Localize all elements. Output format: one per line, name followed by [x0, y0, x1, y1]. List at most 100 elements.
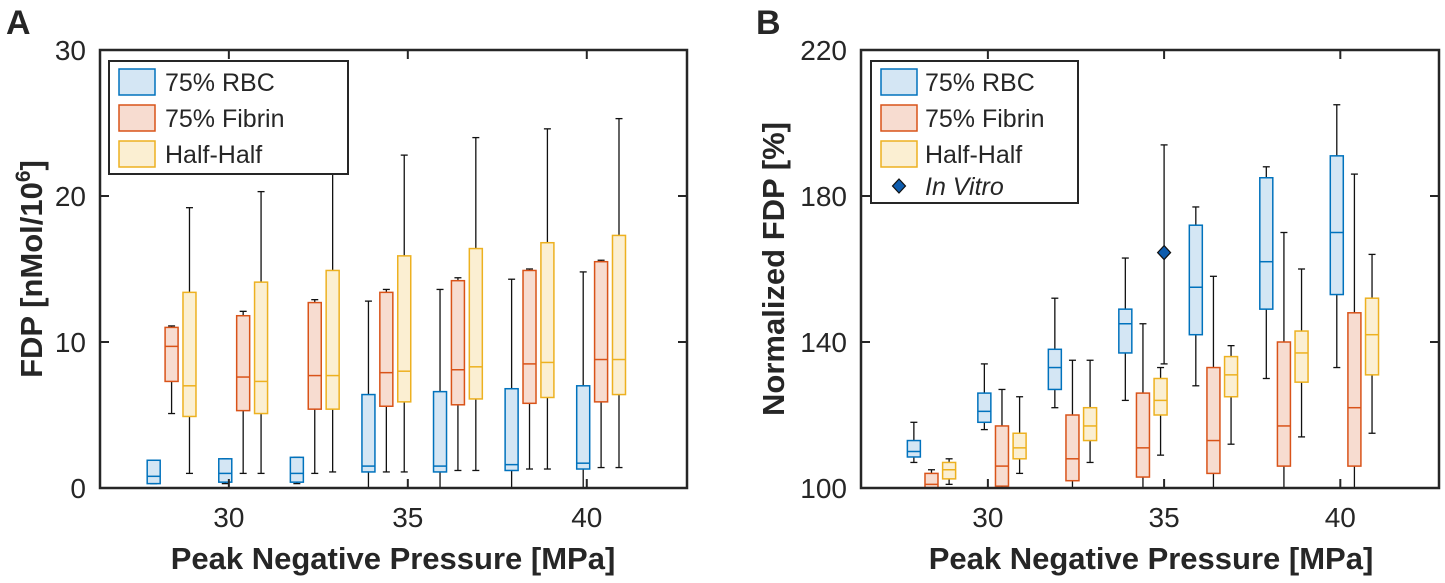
box-75-fibrin-5 — [1276, 231, 1292, 489]
box-iqr — [396, 255, 412, 403]
box-75-fibrin-4 — [450, 277, 466, 472]
box-iqr — [468, 247, 484, 400]
box-half-half-4 — [1223, 344, 1239, 445]
box-75-fibrin-4 — [1206, 275, 1221, 489]
box-75-fibrin-1 — [235, 310, 251, 475]
panel-a-label: A — [6, 4, 31, 42]
box-75-fibrin-0 — [924, 469, 939, 489]
panel-a-ylabel: FDP [nMol/106] — [12, 160, 49, 378]
box-75-rbc-0 — [146, 459, 161, 485]
box-iqr — [522, 269, 537, 405]
box-iqr — [235, 314, 251, 412]
legend-diamond-marker — [891, 178, 907, 194]
box-iqr — [1347, 312, 1362, 467]
box-iqr — [218, 458, 233, 483]
legend-label-rbc: 75% RBC — [925, 69, 1035, 97]
legend-swatch-halfhalf — [118, 140, 156, 168]
y-tick-label: 220 — [800, 35, 847, 66]
x-tick-label: 35 — [1149, 502, 1180, 533]
box-half-half-2 — [325, 171, 340, 473]
legend-swatch-fibrin — [118, 104, 156, 132]
box-half-half-5 — [1294, 268, 1309, 438]
panel-b-ticks: 100 140 180 220 30 35 40 — [800, 35, 1439, 533]
box-75-rbc-2 — [289, 456, 305, 485]
box-iqr — [906, 439, 922, 458]
box-75-fibrin-1 — [994, 388, 1010, 489]
in-vitro-point — [1156, 144, 1172, 365]
y-tick-label: 10 — [55, 327, 86, 358]
box-iqr — [182, 291, 197, 418]
box-75-fibrin-0 — [164, 325, 179, 415]
box-75-rbc-0 — [906, 421, 922, 464]
box-iqr — [1047, 348, 1063, 391]
panel-a-legend: 75% RBC 75% Fibrin Half-Half — [108, 60, 349, 175]
box-half-half-3 — [396, 154, 412, 473]
box-iqr — [611, 234, 627, 396]
box-75-rbc-3 — [361, 300, 376, 489]
box-iqr — [1276, 341, 1292, 467]
box-iqr — [575, 385, 591, 470]
box-75-rbc-6 — [575, 271, 591, 489]
box-iqr — [1259, 177, 1274, 310]
box-iqr — [325, 269, 340, 410]
box-iqr — [540, 241, 555, 399]
box-75-rbc-1 — [977, 363, 992, 431]
legend-swatch-halfhalf — [880, 140, 918, 168]
panel-a-ticks: 0 10 20 30 30 35 40 — [55, 35, 687, 533]
box-half-half-6 — [1364, 253, 1380, 434]
panel-a: A 0 10 20 30 30 35 40 Peak Negative Pressure [… — [6, 4, 689, 576]
panel-b-boxes — [906, 104, 1380, 489]
box-half-half-3 — [1153, 366, 1168, 456]
y-tick-label: 0 — [70, 473, 86, 504]
box-iqr — [1065, 414, 1080, 482]
box-75-fibrin-3 — [379, 288, 394, 473]
box-half-half-5 — [540, 128, 555, 470]
panel-b: B 100 140 180 220 30 35 40 Peak Negative Press… — [756, 4, 1441, 576]
box-iqr — [1188, 224, 1204, 336]
box-75-fibrin-3 — [1135, 323, 1151, 489]
box-iqr — [361, 393, 376, 473]
box-75-rbc-3 — [1118, 257, 1133, 402]
panel-b-ylabel: Normalized FDP [%] — [756, 122, 791, 416]
x-tick-label: 40 — [571, 502, 602, 533]
box-half-half-1 — [1012, 396, 1027, 475]
legend-label-fibrin: 75% Fibrin — [925, 105, 1045, 133]
x-tick-label: 40 — [1325, 502, 1356, 533]
box-iqr — [1153, 377, 1168, 416]
legend-label-halfhalf: Half-Half — [165, 141, 262, 169]
box-75-rbc-4 — [432, 288, 448, 489]
box-half-half-0 — [941, 458, 957, 486]
box-75-rbc-5 — [504, 278, 519, 489]
panel-b-axes-box — [859, 48, 1441, 490]
box-75-rbc-5 — [1259, 166, 1274, 380]
box-iqr — [1364, 297, 1380, 376]
box-iqr — [146, 459, 161, 485]
panel-a-boxes — [146, 117, 627, 489]
y-tick-label: 100 — [800, 473, 847, 504]
box-75-fibrin-6 — [593, 259, 609, 469]
box-iqr — [977, 392, 992, 424]
legend-swatch-fibrin — [880, 104, 918, 132]
box-iqr — [450, 279, 466, 406]
legend-label-halfhalf: Half-Half — [925, 141, 1022, 169]
box-iqr — [253, 281, 269, 415]
box-iqr — [289, 456, 305, 483]
x-tick-label: 30 — [213, 502, 244, 533]
box-iqr — [1118, 308, 1133, 354]
y-tick-label: 180 — [800, 181, 847, 212]
box-iqr — [1012, 432, 1027, 460]
box-75-fibrin-2 — [307, 299, 323, 475]
ylabel-main: FDP [nMol/10 — [14, 182, 49, 378]
box-75-fibrin-5 — [522, 268, 537, 470]
box-half-half-2 — [1082, 359, 1098, 464]
y-tick-label: 140 — [800, 327, 847, 358]
ylabel-close: ] — [14, 160, 49, 170]
box-iqr — [432, 390, 448, 473]
box-iqr — [504, 387, 519, 472]
legend-swatch-rbc — [118, 68, 156, 96]
box-iqr — [1223, 355, 1239, 398]
ylabel-exponent: 6 — [12, 170, 35, 182]
legend-label-fibrin: 75% Fibrin — [165, 105, 285, 133]
box-75-rbc-2 — [1047, 297, 1063, 409]
box-iqr — [941, 461, 957, 480]
